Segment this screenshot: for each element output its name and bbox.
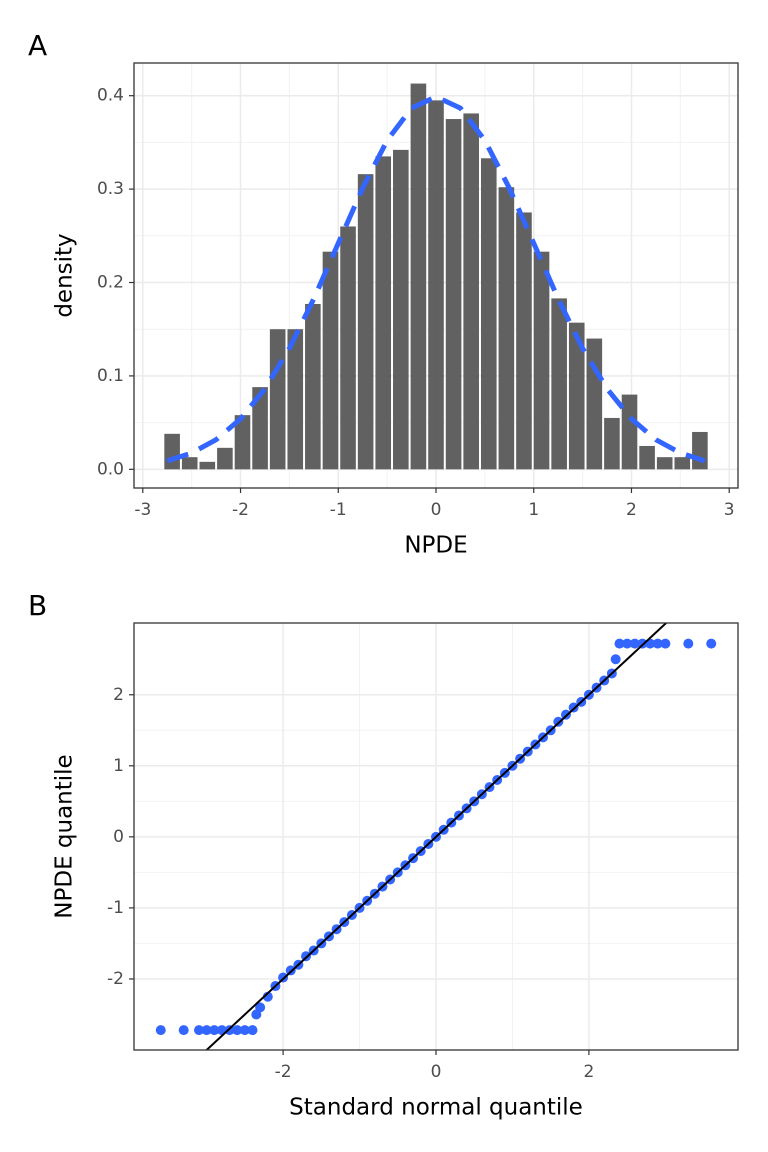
bar <box>252 387 268 470</box>
bar <box>674 457 691 470</box>
bar <box>375 156 392 470</box>
panel: -3 -2 -1 0 1 2 3 0.0 0.1 0.2 0.3 0.4 NPDE density A <box>28 29 739 559</box>
x-tick-label: 0 <box>431 1062 442 1082</box>
x-tick-label: -2 <box>275 1062 292 1082</box>
bar <box>586 338 603 470</box>
x-axis-title: NPDE <box>404 533 467 559</box>
point <box>193 1025 204 1036</box>
x-tick-label: 1 <box>528 500 539 520</box>
bar <box>287 329 304 470</box>
bar <box>234 415 251 470</box>
plot-area <box>155 623 717 1050</box>
y-tick-label: -2 <box>107 969 124 989</box>
point <box>706 638 717 649</box>
x-tick-label: 2 <box>583 1062 594 1082</box>
x-tick-label: 0 <box>431 500 442 520</box>
bar <box>692 431 708 470</box>
bar <box>621 394 638 470</box>
point <box>652 638 663 649</box>
point <box>155 1025 166 1036</box>
y-tick-label: -1 <box>107 898 124 918</box>
bar <box>269 329 286 470</box>
x-tick-label: -1 <box>330 500 347 520</box>
plot-border <box>133 622 739 1051</box>
plot-border <box>133 62 739 489</box>
y-tick-label: 0.0 <box>97 459 124 479</box>
bar <box>410 83 427 470</box>
y-tick-label: 1 <box>113 756 124 776</box>
bar <box>480 158 497 470</box>
bar <box>217 447 233 470</box>
bar <box>568 322 585 470</box>
point <box>209 1025 220 1036</box>
y-axis-title: NPDE quantile <box>52 754 78 918</box>
panel-label: B <box>28 589 47 622</box>
y-tick-label: 2 <box>113 685 124 705</box>
bar <box>305 303 321 470</box>
point <box>614 638 625 649</box>
bar <box>551 298 567 470</box>
y-tick-label: 0.4 <box>97 86 124 106</box>
bar <box>656 457 673 470</box>
bar <box>604 417 620 470</box>
y-tick-label: 0 <box>113 827 124 847</box>
x-tick-label: -2 <box>232 500 249 520</box>
y-axis-title: density <box>52 233 78 317</box>
x-axis-title: Standard normal quantile <box>289 1095 583 1121</box>
point <box>629 638 640 649</box>
plot-area <box>164 83 708 470</box>
reference-line <box>205 623 668 1050</box>
panel-label: A <box>28 29 47 62</box>
point <box>232 1025 243 1036</box>
point <box>178 1025 189 1036</box>
point <box>683 638 694 649</box>
point <box>610 654 621 665</box>
x-tick-label: 2 <box>626 500 637 520</box>
bar <box>199 461 216 470</box>
bar <box>357 174 374 470</box>
bar <box>428 100 444 470</box>
bar <box>639 445 655 470</box>
bar <box>164 433 180 470</box>
x-tick-label: 3 <box>724 500 735 520</box>
point <box>239 1025 250 1036</box>
bar <box>463 113 479 470</box>
bar <box>340 226 356 470</box>
y-tick-label: 0.1 <box>97 366 124 386</box>
y-tick-label: 0.3 <box>97 179 124 199</box>
point <box>247 1025 258 1036</box>
point <box>660 638 671 649</box>
point <box>255 1002 266 1013</box>
point <box>201 1025 212 1036</box>
x-tick-label: -3 <box>134 500 151 520</box>
bar <box>498 187 515 470</box>
point <box>622 638 633 649</box>
bar <box>181 457 198 470</box>
bar <box>516 212 532 470</box>
bar <box>322 251 339 470</box>
bar <box>533 251 550 470</box>
bar <box>393 149 409 470</box>
bar <box>445 119 462 470</box>
density-curve <box>166 93 706 464</box>
y-tick-label: 0.2 <box>97 273 124 293</box>
